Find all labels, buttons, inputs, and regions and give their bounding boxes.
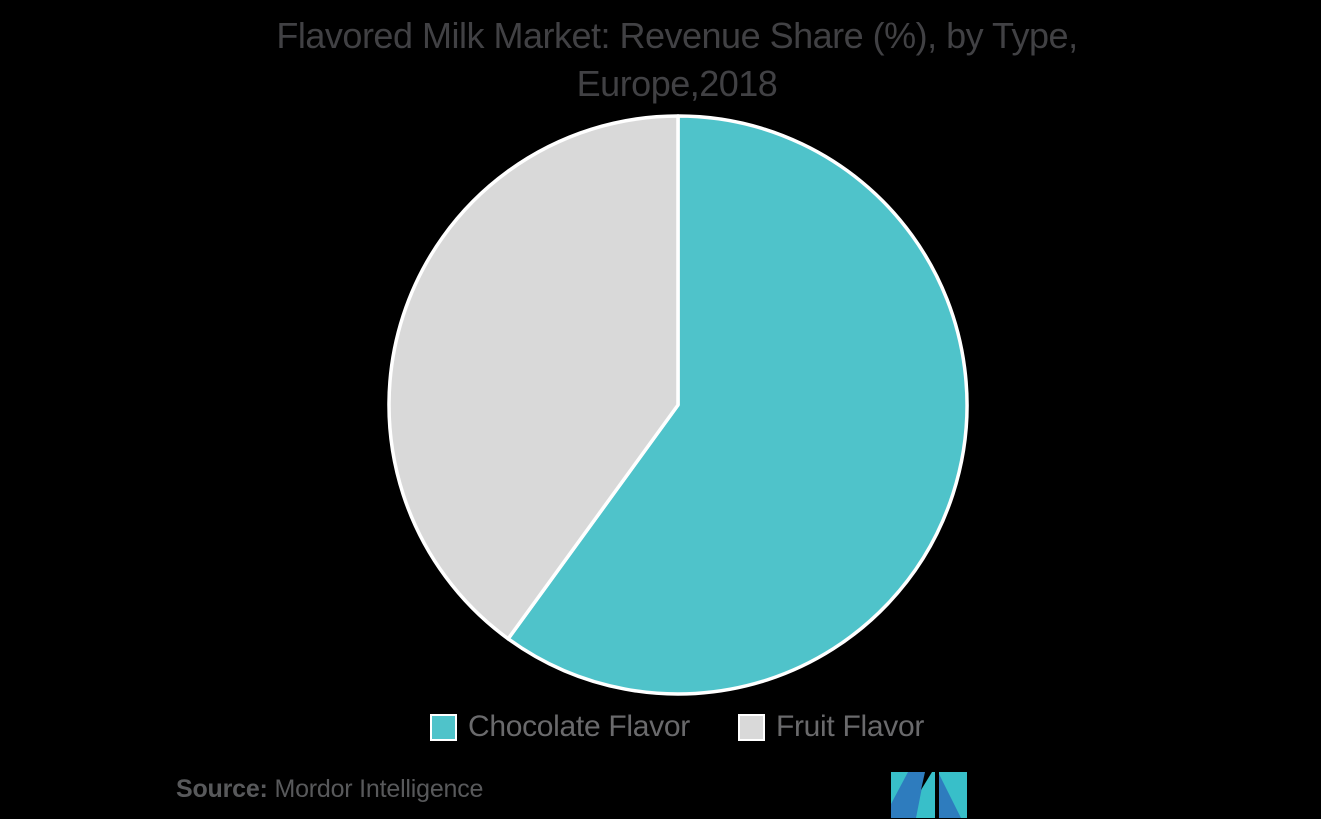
legend-item-fruit-flavor[interactable]: Fruit Flavor [737, 710, 925, 744]
legend-label: Fruit Flavor [775, 710, 925, 743]
chart-title-line1: Flavored Milk Market: Revenue Share (%),… [276, 15, 1078, 56]
legend-marker-icon [429, 713, 457, 741]
chart-title: Flavored Milk Market: Revenue Share (%),… [177, 12, 1177, 108]
chart-legend: Chocolate Flavor Fruit Flavor [177, 710, 1177, 744]
source-name: Mordor Intelligence [274, 775, 484, 803]
mordor-intelligence-logo-icon [891, 772, 967, 818]
pie-svg [387, 114, 969, 696]
legend-marker-icon [737, 713, 765, 741]
source-label: Source: [176, 775, 268, 803]
pie-slice-chocolate-flavor[interactable] [506, 114, 969, 696]
pie-slice-fruit-flavor[interactable] [387, 114, 680, 641]
pie-chart [368, 95, 988, 715]
source-attribution: Source: Mordor Intelligence [176, 775, 483, 804]
legend-label: Chocolate Flavor [467, 710, 690, 743]
chart-title-line2: Europe,2018 [576, 63, 778, 104]
legend-item-chocolate-flavor[interactable]: Chocolate Flavor [429, 710, 690, 744]
